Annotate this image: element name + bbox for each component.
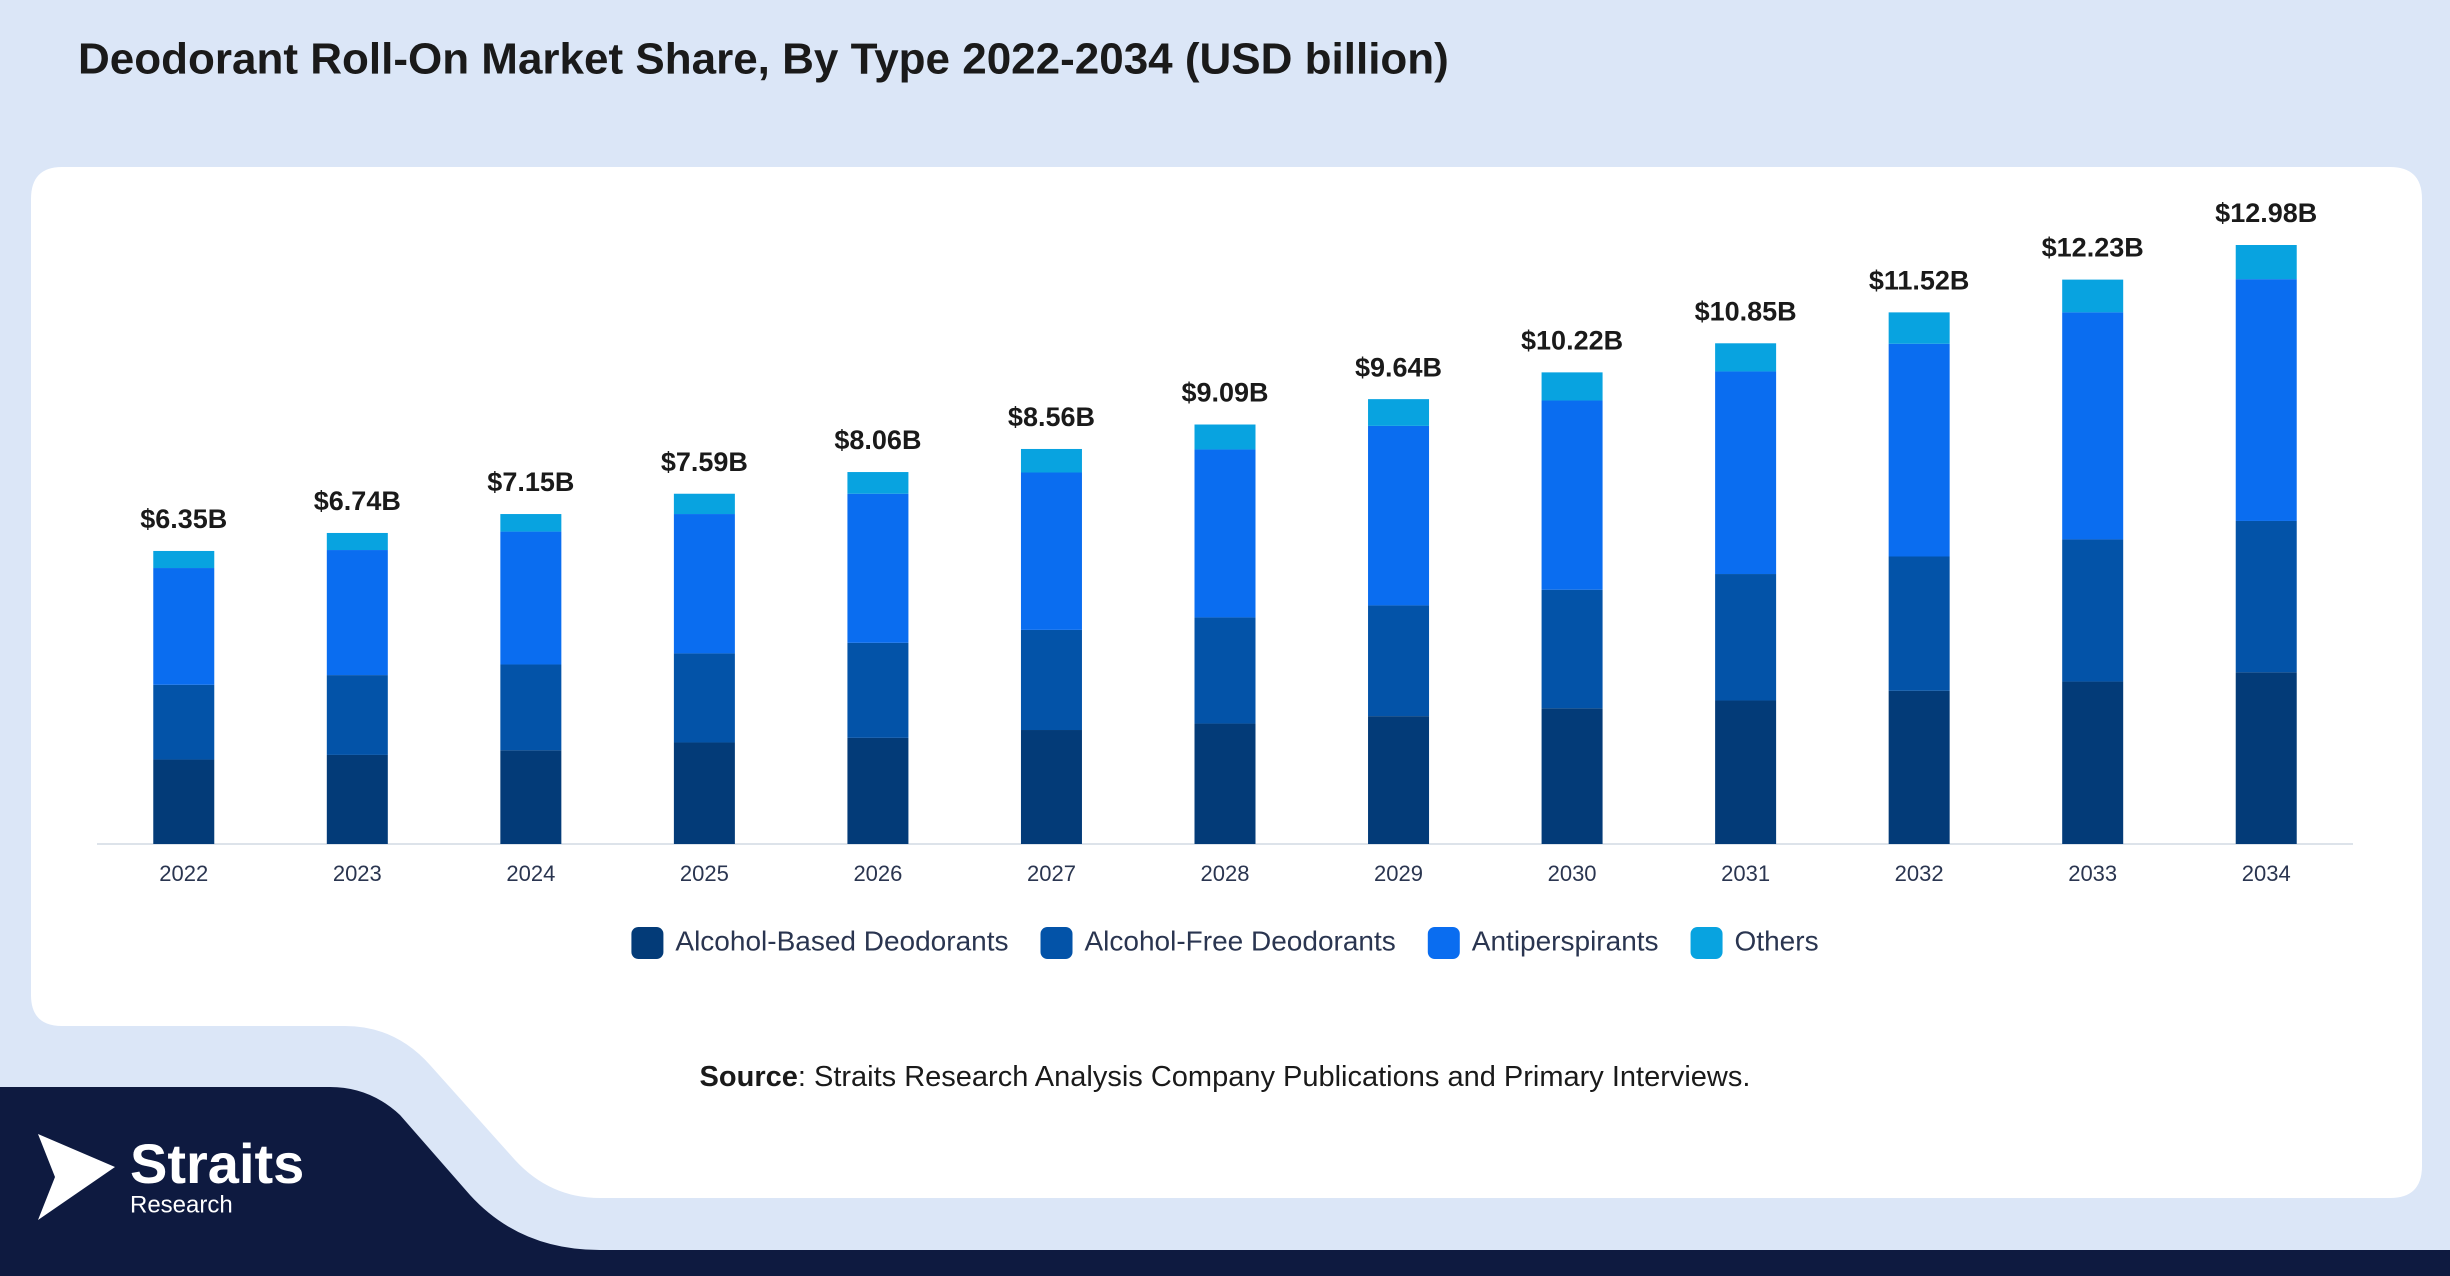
x-tick-label: 2025 (680, 861, 729, 886)
x-tick-label: 2024 (506, 861, 555, 886)
bar-segment (1715, 700, 1777, 844)
bar-segment (1020, 448, 1082, 473)
bar-segment (2062, 279, 2124, 313)
bar-segment (1368, 425, 1430, 606)
bar-segment (1715, 371, 1777, 575)
bar-segment (1888, 312, 1950, 344)
bar-segment (1888, 556, 1950, 691)
bar-segment (2062, 539, 2124, 682)
x-tick-label: 2026 (853, 861, 902, 886)
bar-segment (2235, 279, 2297, 521)
legend-label: Antiperspirants (1472, 925, 1659, 956)
bar-segment (326, 532, 388, 551)
logo-sub: Research (130, 1191, 233, 1218)
total-label: $9.64B (1355, 352, 1442, 382)
legend-swatch (1427, 927, 1460, 959)
total-label: $10.22B (1521, 325, 1623, 355)
bar-segment (673, 514, 735, 654)
source-note: Source: Straits Research Analysis Compan… (700, 1061, 1751, 1093)
x-tick-label: 2034 (2242, 861, 2291, 886)
x-tick-label: 2029 (1374, 861, 1423, 886)
bar-segment (326, 754, 388, 844)
logo-icon (38, 1134, 115, 1220)
bar-segment (153, 684, 215, 760)
x-tick-label: 2033 (2068, 861, 2117, 886)
bar-segment (673, 742, 735, 844)
x-tick-label: 2030 (1548, 861, 1597, 886)
bar-segment (1194, 723, 1256, 844)
bar-segment (1715, 574, 1777, 701)
bar-segment (2235, 672, 2297, 844)
bar-segment (500, 750, 562, 844)
bar-segment (2062, 312, 2124, 540)
x-tick-label: 2022 (159, 861, 208, 886)
bar-segment (847, 472, 909, 494)
source-label: Source (700, 1061, 798, 1093)
bar-segment (1194, 449, 1256, 618)
bar-segment (1888, 690, 1950, 844)
bar-segment (847, 642, 909, 738)
bar-segment (1541, 589, 1603, 709)
legend-swatch (1040, 927, 1073, 959)
bar-segment (847, 737, 909, 844)
bar-segment (500, 514, 562, 532)
total-label: $11.52B (1869, 266, 1970, 296)
bar-segment (1368, 399, 1430, 426)
bar-segment (326, 675, 388, 755)
bar-segment (1541, 372, 1603, 401)
x-tick-label: 2032 (1895, 861, 1944, 886)
bar-segment (1715, 343, 1777, 372)
bar-segment (153, 568, 215, 685)
total-label: $8.56B (1008, 402, 1095, 432)
legend-swatch (1690, 927, 1723, 959)
bar-segment (2235, 520, 2297, 673)
bar-segment (1020, 629, 1082, 731)
bar-segment (153, 759, 215, 844)
total-label: $7.59B (661, 447, 748, 477)
source-text: : Straits Research Analysis Company Publ… (798, 1061, 1751, 1093)
chart-title: Deodorant Roll-On Market Share, By Type … (78, 35, 1449, 84)
bar-segment (1194, 617, 1256, 724)
total-label: $12.98B (2215, 198, 2317, 228)
legend-swatch (631, 927, 664, 959)
bar-segment (2235, 245, 2297, 280)
bar-segment (1541, 400, 1603, 590)
bar-segment (500, 664, 562, 751)
legend: Alcohol-Based Deodorants Alcohol-Free Deo… (631, 925, 1819, 959)
bar-segment (1888, 343, 1950, 557)
total-label: $9.09B (1181, 378, 1268, 408)
bar-segment (1368, 605, 1430, 717)
bar-segment (2062, 681, 2124, 844)
legend-label: Alcohol-Free Deodorants (1085, 925, 1396, 956)
bar-segment (1020, 730, 1082, 844)
bar-segment (847, 493, 909, 643)
legend-label: Alcohol-Based Deodorants (675, 925, 1008, 956)
bar-segment (1541, 708, 1603, 844)
total-label: $6.35B (140, 504, 227, 534)
bar-segment (1368, 716, 1430, 844)
x-tick-label: 2031 (1721, 861, 1770, 886)
bar-segment (673, 493, 735, 515)
bar-segment (500, 531, 562, 665)
x-tick-label: 2028 (1201, 861, 1250, 886)
total-label: $6.74B (314, 486, 401, 516)
footer-band (0, 1087, 2450, 1276)
logo-name: Straits (130, 1132, 304, 1195)
bar-segment (1020, 472, 1082, 630)
total-label: $7.15B (487, 467, 574, 497)
legend-label: Others (1735, 925, 1819, 956)
bar-segment (326, 550, 388, 676)
total-label: $12.23B (2042, 233, 2144, 263)
bar-segment (153, 550, 215, 569)
total-label: $10.85B (1695, 296, 1797, 326)
x-tick-label: 2027 (1027, 861, 1076, 886)
total-label: $8.06B (834, 425, 921, 455)
bar-segment (1194, 424, 1256, 450)
x-tick-label: 2023 (333, 861, 382, 886)
bar-segment (673, 653, 735, 743)
